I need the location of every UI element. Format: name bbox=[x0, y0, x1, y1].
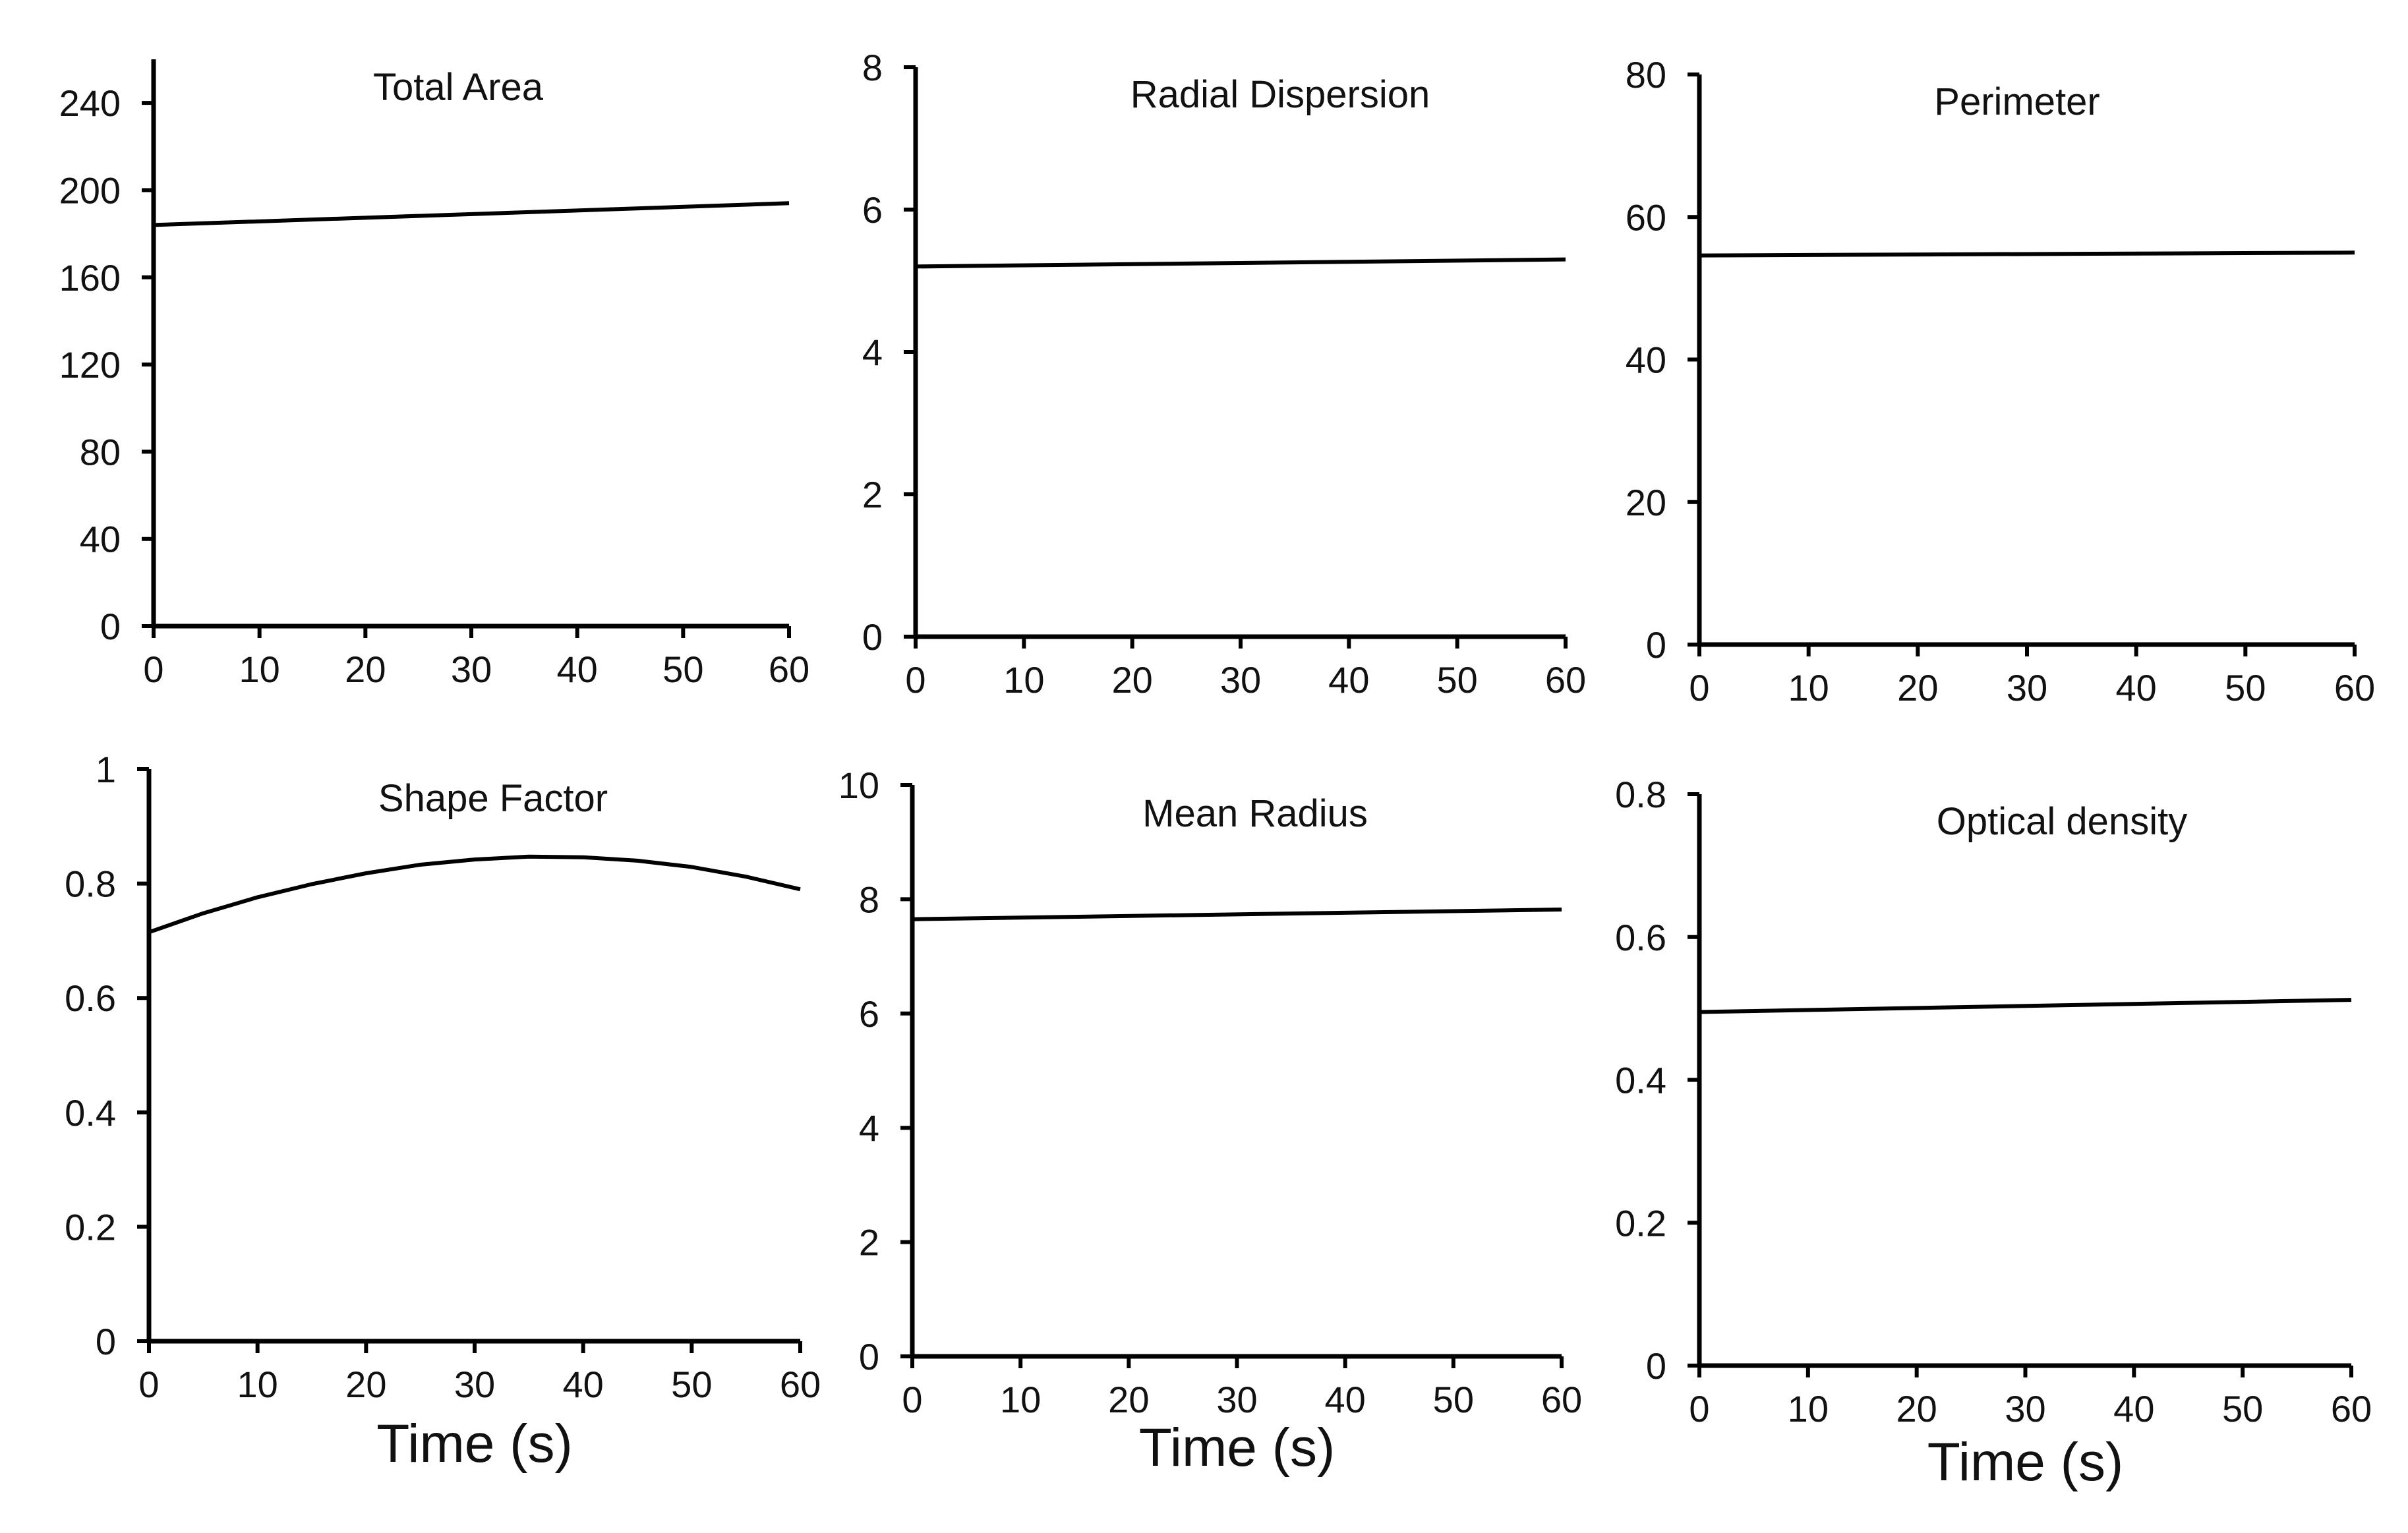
x-tick-label: 20 bbox=[1112, 659, 1153, 701]
x-tick-label: 10 bbox=[1000, 1379, 1041, 1420]
x-tick-label: 10 bbox=[1788, 1388, 1829, 1430]
y-tick-label: 240 bbox=[59, 82, 121, 124]
series-line bbox=[1699, 998, 2352, 1014]
y-tick-label: 0.8 bbox=[1615, 774, 1666, 815]
y-tick-label: 0.2 bbox=[1615, 1202, 1666, 1244]
x-tick-label: 40 bbox=[1328, 659, 1369, 701]
y-tick-label: 4 bbox=[862, 332, 883, 373]
x-tick-label: 40 bbox=[563, 1364, 604, 1405]
x-tick-label: 50 bbox=[671, 1364, 712, 1405]
y-tick-label: 20 bbox=[1626, 482, 1666, 523]
y-tick-label: 0 bbox=[859, 1336, 879, 1377]
y-tick-label: 4 bbox=[859, 1107, 879, 1149]
x-tick-label: 60 bbox=[769, 649, 809, 690]
x-axis-title: Time (s) bbox=[376, 1414, 573, 1474]
x-tick-label: 30 bbox=[1220, 659, 1261, 701]
x-tick-label: 30 bbox=[451, 649, 492, 690]
x-tick-label: 60 bbox=[780, 1364, 821, 1405]
series-line bbox=[148, 854, 801, 935]
y-tick-label: 200 bbox=[59, 169, 121, 211]
x-tick-label: 40 bbox=[2113, 1388, 2154, 1430]
x-tick-label: 20 bbox=[1896, 1388, 1937, 1430]
chart-title: Total Area bbox=[373, 66, 544, 109]
y-tick-label: 6 bbox=[862, 189, 883, 231]
x-tick-label: 10 bbox=[237, 1364, 278, 1405]
y-tick-label: 0.6 bbox=[65, 977, 116, 1019]
x-tick-label: 20 bbox=[345, 649, 386, 690]
y-tick-label: 80 bbox=[80, 431, 121, 473]
x-tick-label: 20 bbox=[345, 1364, 386, 1405]
chart-title: Perimeter bbox=[1934, 80, 2100, 123]
x-tick-label: 50 bbox=[1433, 1379, 1474, 1420]
x-tick-label: 40 bbox=[1325, 1379, 1366, 1420]
y-tick-label: 0.4 bbox=[1615, 1060, 1666, 1101]
x-tick-label: 20 bbox=[1897, 667, 1938, 709]
x-tick-label: 10 bbox=[1788, 667, 1829, 709]
y-tick-label: 10 bbox=[838, 765, 879, 806]
x-tick-label: 40 bbox=[2116, 667, 2157, 709]
x-tick-label: 40 bbox=[557, 649, 598, 690]
y-tick-label: 120 bbox=[59, 344, 121, 386]
x-tick-label: 60 bbox=[1545, 659, 1586, 701]
chart-title: Radial Dispersion bbox=[1131, 73, 1430, 116]
y-tick-label: 0 bbox=[1646, 1345, 1666, 1387]
y-tick-label: 160 bbox=[59, 257, 121, 299]
chart-title: Optical density bbox=[1937, 800, 2187, 843]
series-line bbox=[915, 257, 1566, 269]
y-tick-label: 80 bbox=[1626, 54, 1666, 96]
x-tick-label: 30 bbox=[454, 1364, 495, 1405]
x-tick-label: 0 bbox=[905, 659, 925, 701]
chart-panel-6: 0 0.2 0.4 0.6 0.8 0 10 20 30 40 50 60 Optical densit… bbox=[1615, 774, 2372, 1492]
y-tick-label: 0.8 bbox=[65, 863, 116, 905]
y-tick-label: 0.4 bbox=[65, 1092, 116, 1134]
x-tick-label: 50 bbox=[1437, 659, 1478, 701]
x-tick-label: 10 bbox=[239, 649, 280, 690]
chart-panel-2: 0 2 4 6 8 0 10 20 30 40 50 60 Radial Dispersion bbox=[862, 47, 1586, 701]
x-tick-label: 20 bbox=[1108, 1379, 1149, 1420]
x-tick-label: 30 bbox=[2005, 1388, 2045, 1430]
chart-title: Shape Factor bbox=[378, 777, 608, 820]
chart-panel-5: 0 2 4 6 8 10 0 10 20 30 40 50 60 Mean Radius Time (s) bbox=[838, 765, 1582, 1478]
x-axis-title: Time (s) bbox=[1139, 1418, 1336, 1478]
x-tick-label: 10 bbox=[1003, 659, 1044, 701]
y-tick-label: 1 bbox=[96, 749, 116, 790]
chart-title: Mean Radius bbox=[1142, 792, 1368, 835]
y-tick-label: 0 bbox=[1646, 624, 1666, 666]
x-tick-label: 50 bbox=[662, 649, 703, 690]
y-tick-label: 0 bbox=[862, 616, 883, 658]
x-tick-label: 0 bbox=[143, 649, 163, 690]
x-tick-label: 50 bbox=[2225, 667, 2266, 709]
series-line bbox=[912, 908, 1562, 921]
y-tick-label: 2 bbox=[862, 474, 883, 515]
y-tick-label: 0.6 bbox=[1615, 917, 1666, 958]
x-tick-label: 0 bbox=[1689, 667, 1709, 709]
x-tick-label: 60 bbox=[2331, 1388, 2372, 1430]
y-tick-label: 8 bbox=[862, 47, 883, 88]
x-tick-label: 50 bbox=[2222, 1388, 2263, 1430]
chart-panel-3: 0 20 40 60 80 0 10 20 30 40 50 60 Perimeter bbox=[1626, 54, 2375, 709]
series-line bbox=[153, 201, 790, 227]
chart-panel-1: 0 40 80 120 160 200 240 0 10 20 30 40 50 60 Total Area bbox=[59, 59, 809, 690]
series-line bbox=[1699, 250, 2355, 258]
x-tick-label: 0 bbox=[902, 1379, 922, 1420]
x-tick-label: 30 bbox=[2007, 667, 2047, 709]
x-tick-label: 0 bbox=[1689, 1388, 1709, 1430]
x-tick-label: 60 bbox=[2334, 667, 2375, 709]
y-tick-label: 0 bbox=[100, 606, 121, 647]
x-axis-title: Time (s) bbox=[1927, 1432, 2124, 1492]
y-tick-label: 40 bbox=[80, 519, 121, 560]
y-tick-label: 40 bbox=[1626, 339, 1666, 381]
y-tick-label: 6 bbox=[859, 993, 879, 1035]
x-tick-label: 60 bbox=[1541, 1379, 1582, 1420]
y-tick-label: 2 bbox=[859, 1222, 879, 1263]
y-tick-label: 0.2 bbox=[65, 1206, 116, 1248]
y-tick-label: 0 bbox=[96, 1321, 116, 1362]
x-tick-label: 30 bbox=[1216, 1379, 1257, 1420]
y-tick-label: 8 bbox=[859, 879, 879, 920]
y-tick-label: 60 bbox=[1626, 196, 1666, 238]
x-tick-label: 0 bbox=[138, 1364, 159, 1405]
